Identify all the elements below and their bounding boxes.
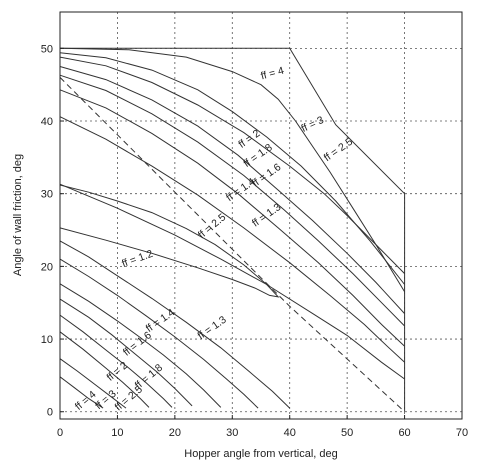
curves: [59, 47, 406, 413]
x-tick-label-3: 30: [226, 427, 238, 439]
y-tick-label-3: 30: [41, 189, 53, 201]
series-line-14: [59, 314, 173, 408]
x-tick-label-7: 70: [456, 427, 468, 439]
series-line-3: [59, 56, 405, 274]
x-axis-label: Hopper angle from vertical, deg: [184, 448, 337, 460]
x-tick-label-0: 0: [57, 427, 63, 439]
series-line-1: [59, 47, 406, 293]
series-line-7: [59, 116, 405, 363]
series-line-9: [59, 184, 280, 298]
y-tick-label-2: 20: [41, 261, 53, 273]
y-tick-label-4: 40: [41, 116, 53, 128]
plot-frame: [59, 11, 463, 420]
ticks: 0 10 20 30 40 50 60 70 0 10 20 30 40 50: [41, 43, 468, 439]
series-line-13: [59, 298, 193, 407]
x-tick-label-6: 60: [398, 427, 410, 439]
series-line-16: [59, 358, 127, 409]
x-tick-label-1: 10: [111, 427, 123, 439]
y-tick-label-0: 0: [47, 407, 53, 419]
series-line-18: [59, 77, 405, 413]
y-tick-label-1: 10: [41, 334, 53, 346]
series-line-11: [59, 258, 259, 409]
x-tick-label-4: 40: [284, 427, 296, 439]
series-line-4: [59, 66, 405, 314]
curve-label-0: ff = 4: [260, 65, 286, 83]
series-line-15: [59, 331, 150, 408]
series-line-12: [59, 283, 222, 408]
x-tick-label-2: 20: [169, 427, 181, 439]
y-tick-label-5: 50: [41, 43, 53, 55]
series-line-0: [60, 47, 406, 412]
series-line-17: [59, 376, 104, 409]
series-line-10: [59, 240, 291, 409]
x-tick-label-5: 50: [341, 427, 353, 439]
series-line-5: [59, 74, 405, 327]
series-line-6: [59, 89, 405, 347]
y-axis-label: Angle of wall friction, deg: [12, 154, 24, 276]
